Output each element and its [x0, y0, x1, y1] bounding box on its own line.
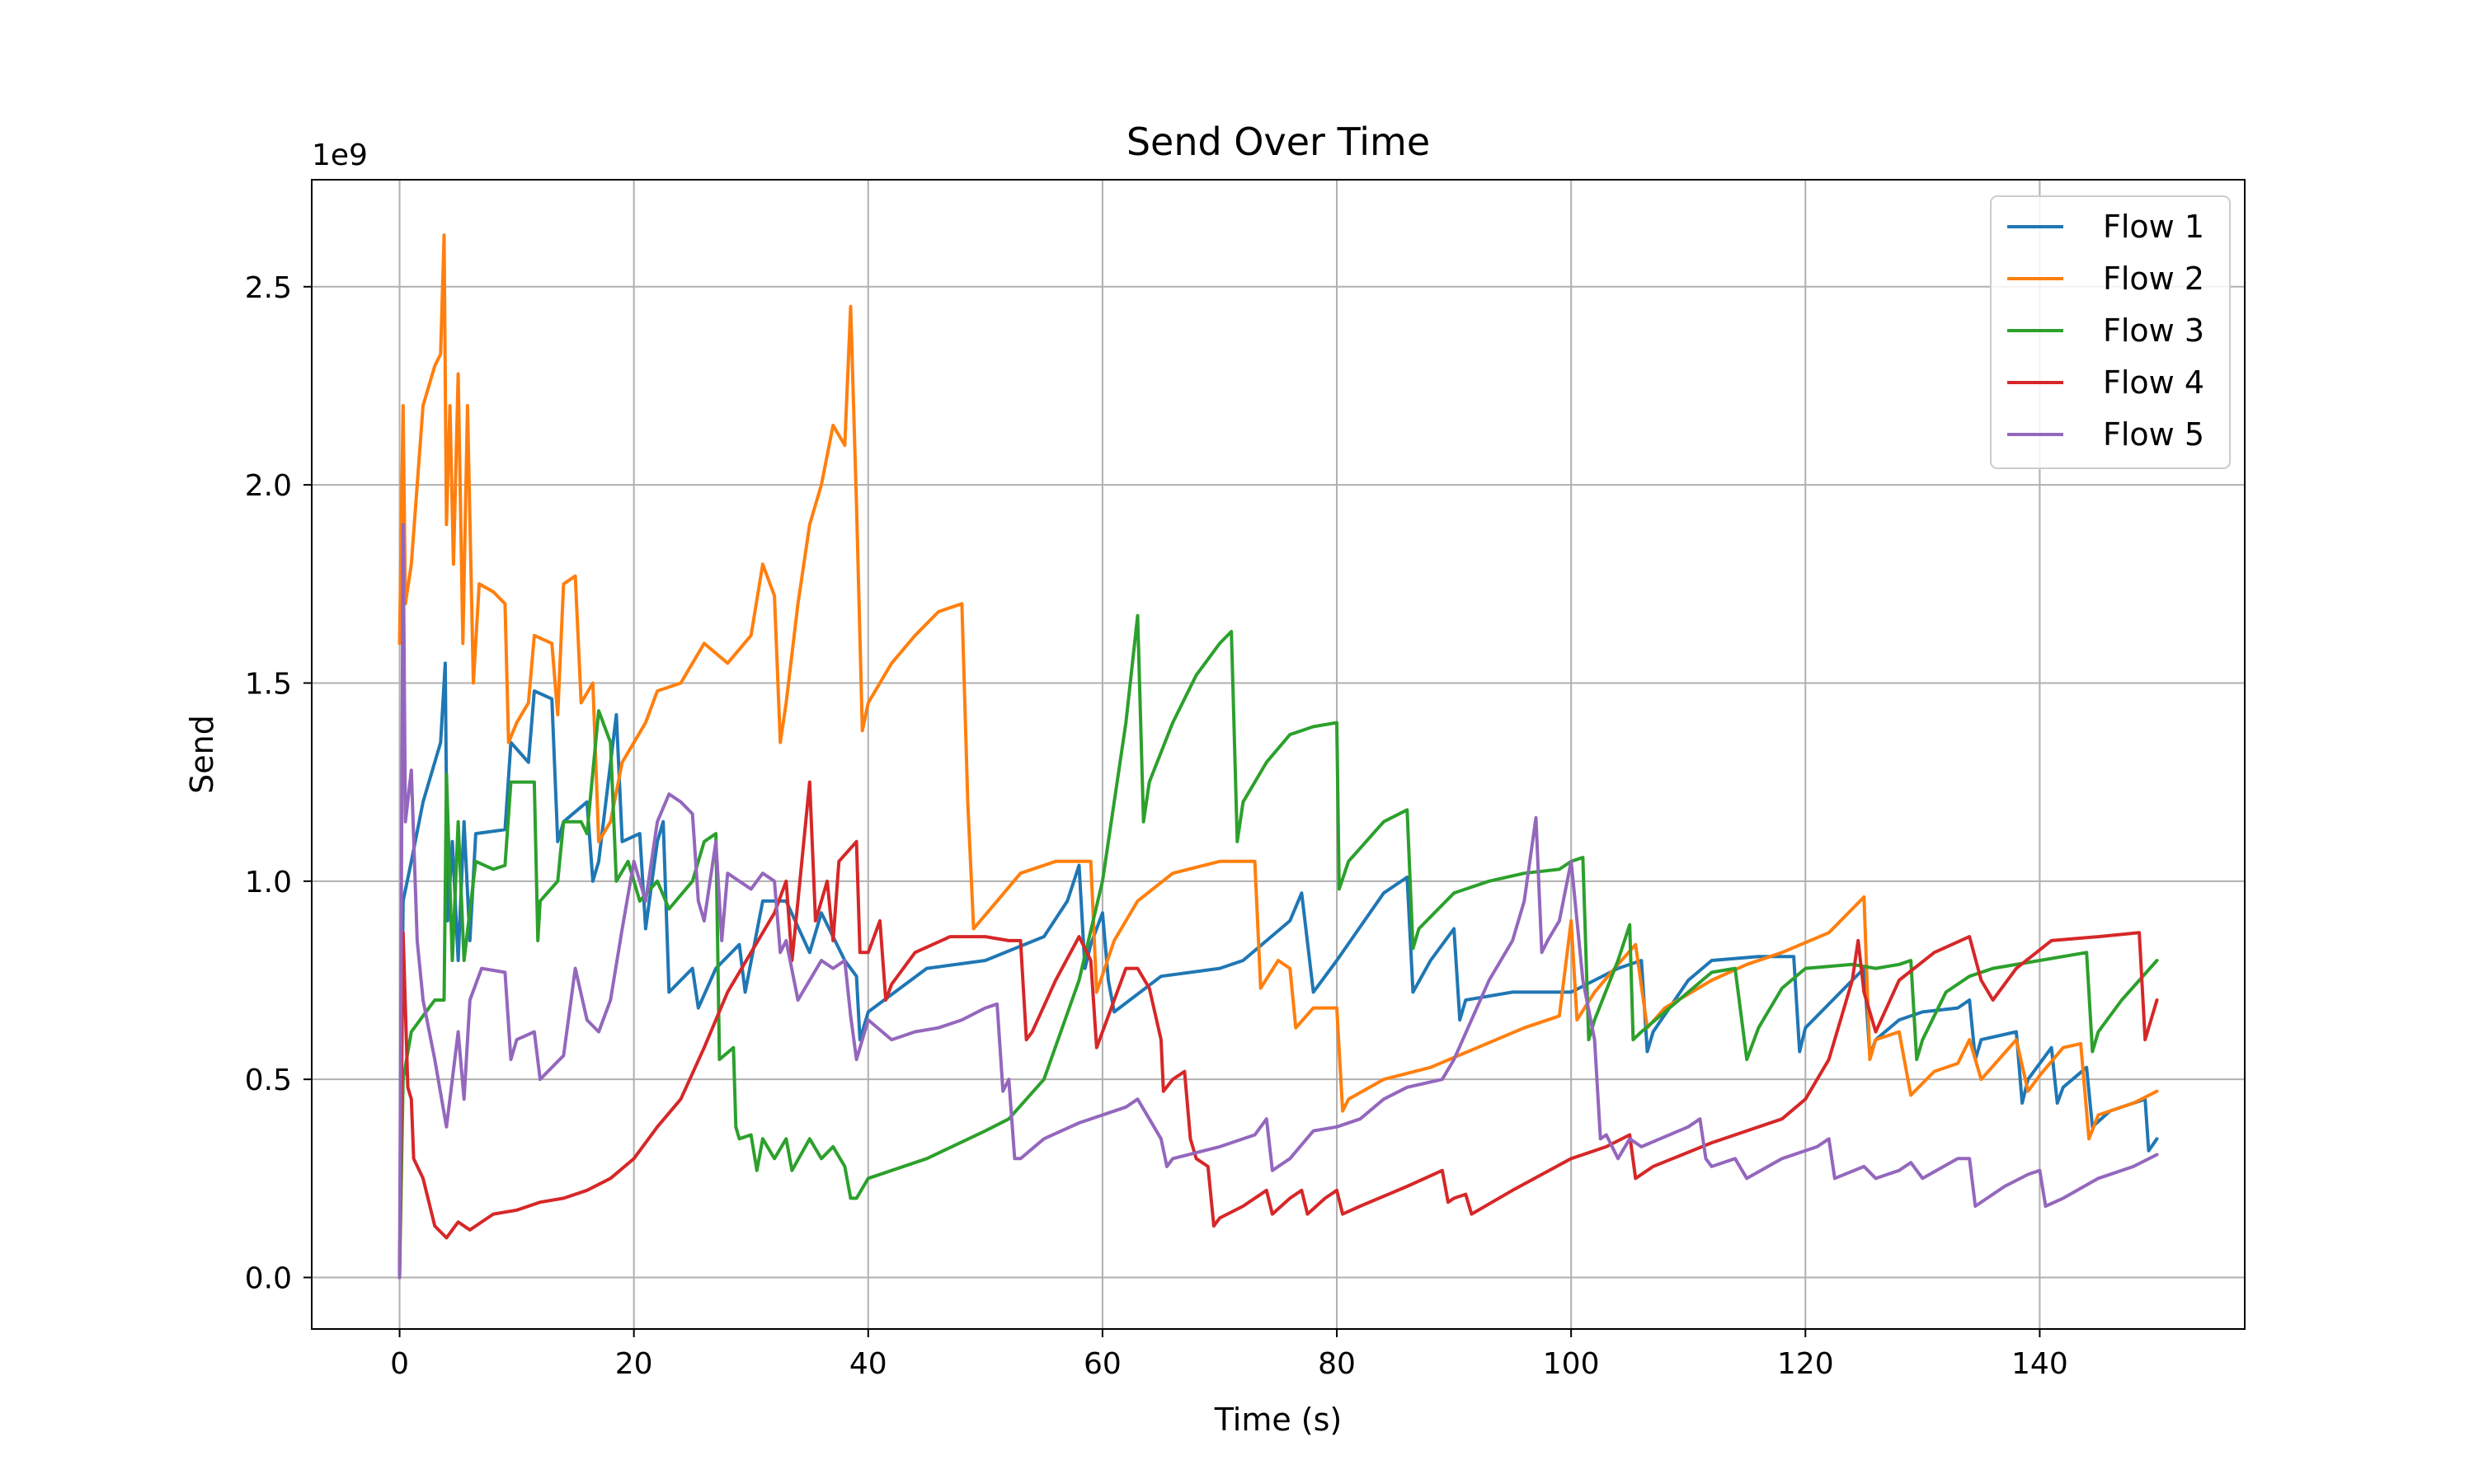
legend: Flow 1 Flow 2 Flow 3 Flow 4 Flow 5	[1990, 195, 2231, 469]
y-axis-ticks: 0.0 0.5 1.0 1.5 2.0 2.5	[245, 271, 312, 1296]
legend-label: Flow 2	[2103, 261, 2204, 297]
chart-title: Send Over Time	[1126, 120, 1430, 164]
legend-label: Flow 5	[2103, 416, 2204, 453]
series-line-flow-3	[397, 613, 2159, 1280]
x-tick-label: 140	[2011, 1347, 2068, 1381]
y-tick-label: 0.0	[245, 1262, 292, 1296]
y-tick-label: 0.5	[245, 1064, 292, 1097]
x-tick-label: 100	[1543, 1347, 1600, 1381]
series-line-flow-1	[397, 661, 2159, 1280]
series-line-flow-5	[397, 523, 2159, 1280]
x-tick-label: 20	[615, 1347, 653, 1381]
x-tick-label: 80	[1318, 1347, 1356, 1381]
legend-label: Flow 3	[2103, 312, 2204, 349]
legend-box	[1990, 195, 2231, 469]
x-tick-label: 40	[849, 1347, 887, 1381]
series-line-flow-4	[397, 780, 2159, 1280]
legend-label: Flow 1	[2103, 209, 2204, 245]
y-tick-label: 1.5	[245, 667, 292, 701]
plot-frame	[311, 179, 2246, 1330]
x-tick-label: 0	[390, 1347, 409, 1381]
series-lines	[397, 233, 2159, 1280]
y-tick-label: 2.5	[245, 271, 292, 305]
x-axis-ticks: 0 20 40 60 80 100 120 140	[390, 1329, 2068, 1381]
x-tick-label: 120	[1777, 1347, 1834, 1381]
legend-label: Flow 4	[2103, 364, 2204, 401]
x-axis-label: Time (s)	[1214, 1402, 1343, 1438]
y-tick-label: 2.0	[245, 469, 292, 503]
x-tick-label: 60	[1084, 1347, 1122, 1381]
y-axis-label: Send	[184, 715, 220, 794]
y-tick-label: 1.0	[245, 866, 292, 899]
y-axis-offset-label: 1e9	[312, 139, 368, 172]
series-line-flow-2	[397, 233, 2159, 1141]
